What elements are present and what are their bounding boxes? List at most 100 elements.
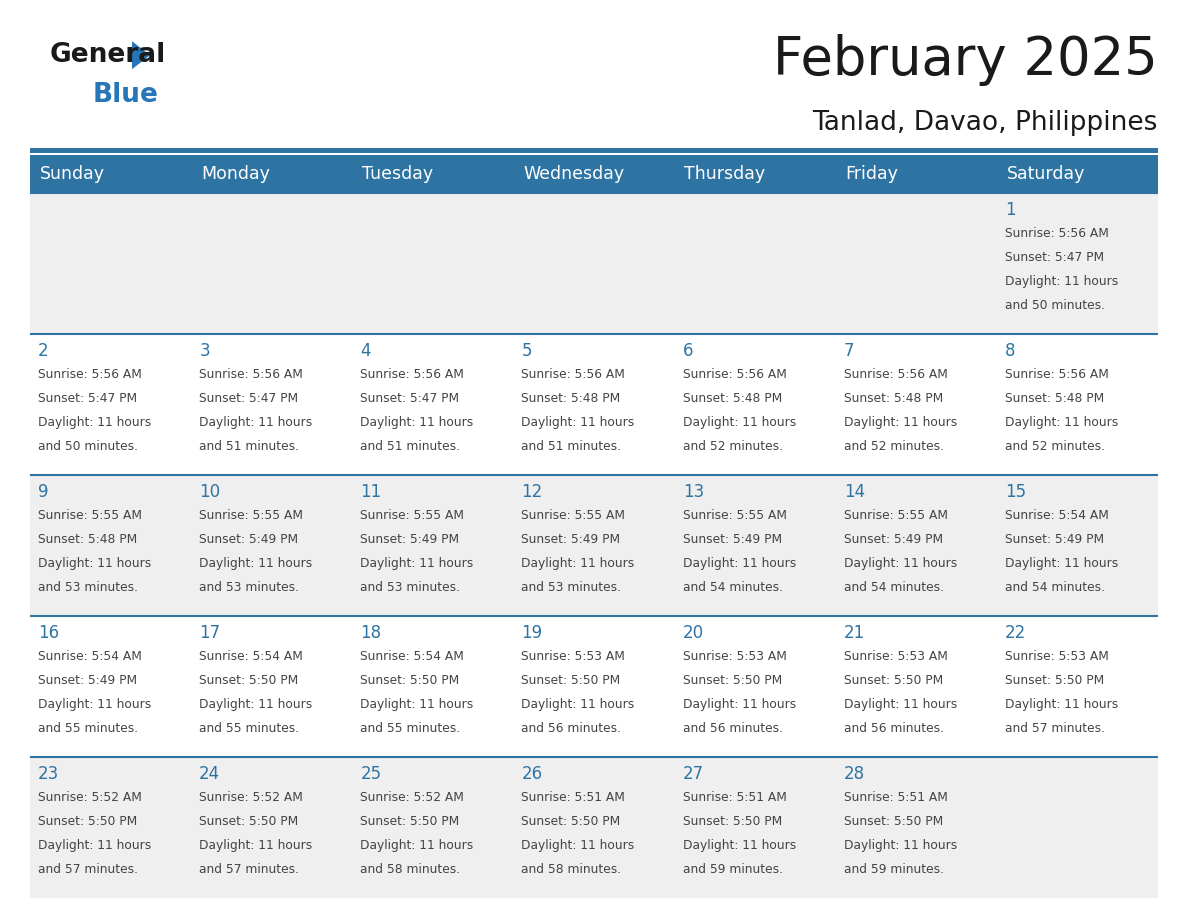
Text: Daylight: 11 hours: Daylight: 11 hours <box>522 698 634 711</box>
Text: Daylight: 11 hours: Daylight: 11 hours <box>843 698 958 711</box>
Text: and 53 minutes.: and 53 minutes. <box>522 581 621 594</box>
Text: Sunrise: 5:53 AM: Sunrise: 5:53 AM <box>843 650 948 663</box>
Text: Sunrise: 5:55 AM: Sunrise: 5:55 AM <box>522 509 626 521</box>
Text: Daylight: 11 hours: Daylight: 11 hours <box>522 557 634 570</box>
Text: Sunrise: 5:53 AM: Sunrise: 5:53 AM <box>522 650 625 663</box>
Text: Sunset: 5:50 PM: Sunset: 5:50 PM <box>683 674 782 687</box>
Text: Daylight: 11 hours: Daylight: 11 hours <box>683 416 796 429</box>
Text: 7: 7 <box>843 342 854 361</box>
Text: Sunset: 5:50 PM: Sunset: 5:50 PM <box>522 674 621 687</box>
Text: Sunset: 5:48 PM: Sunset: 5:48 PM <box>683 392 782 405</box>
Text: Daylight: 11 hours: Daylight: 11 hours <box>1005 416 1118 429</box>
Text: Sunset: 5:48 PM: Sunset: 5:48 PM <box>38 532 138 546</box>
Text: 16: 16 <box>38 624 59 643</box>
Text: 9: 9 <box>38 484 49 501</box>
Text: Sunset: 5:49 PM: Sunset: 5:49 PM <box>200 532 298 546</box>
Text: Sunrise: 5:56 AM: Sunrise: 5:56 AM <box>843 368 948 381</box>
Text: and 59 minutes.: and 59 minutes. <box>843 863 943 876</box>
Text: and 53 minutes.: and 53 minutes. <box>360 581 460 594</box>
Text: Sunset: 5:47 PM: Sunset: 5:47 PM <box>38 392 137 405</box>
Text: Sunrise: 5:56 AM: Sunrise: 5:56 AM <box>1005 368 1108 381</box>
Text: Sunrise: 5:56 AM: Sunrise: 5:56 AM <box>200 368 303 381</box>
Text: and 53 minutes.: and 53 minutes. <box>200 581 299 594</box>
Text: Sunrise: 5:56 AM: Sunrise: 5:56 AM <box>38 368 141 381</box>
Text: 17: 17 <box>200 624 220 643</box>
Text: 28: 28 <box>843 766 865 783</box>
Text: General: General <box>50 42 166 68</box>
Text: Sunset: 5:49 PM: Sunset: 5:49 PM <box>360 532 460 546</box>
Text: and 56 minutes.: and 56 minutes. <box>843 722 943 734</box>
Text: Sunrise: 5:55 AM: Sunrise: 5:55 AM <box>843 509 948 521</box>
Text: Sunset: 5:48 PM: Sunset: 5:48 PM <box>1005 392 1104 405</box>
Text: and 58 minutes.: and 58 minutes. <box>360 863 461 876</box>
Text: 12: 12 <box>522 484 543 501</box>
Text: Sunset: 5:49 PM: Sunset: 5:49 PM <box>522 532 620 546</box>
Text: Sunrise: 5:56 AM: Sunrise: 5:56 AM <box>683 368 786 381</box>
Text: Sunrise: 5:52 AM: Sunrise: 5:52 AM <box>200 790 303 804</box>
Polygon shape <box>132 41 150 69</box>
Text: Sunset: 5:47 PM: Sunset: 5:47 PM <box>360 392 460 405</box>
Text: Daylight: 11 hours: Daylight: 11 hours <box>38 416 151 429</box>
Text: and 57 minutes.: and 57 minutes. <box>1005 722 1105 734</box>
Text: Thursday: Thursday <box>684 165 765 183</box>
Text: and 52 minutes.: and 52 minutes. <box>843 440 943 453</box>
Text: Friday: Friday <box>846 165 898 183</box>
Text: and 51 minutes.: and 51 minutes. <box>200 440 299 453</box>
Text: 14: 14 <box>843 484 865 501</box>
Text: and 58 minutes.: and 58 minutes. <box>522 863 621 876</box>
Text: and 54 minutes.: and 54 minutes. <box>683 581 783 594</box>
Text: Daylight: 11 hours: Daylight: 11 hours <box>360 416 474 429</box>
Text: Sunset: 5:50 PM: Sunset: 5:50 PM <box>360 674 460 687</box>
Text: and 52 minutes.: and 52 minutes. <box>1005 440 1105 453</box>
Text: Saturday: Saturday <box>1006 165 1085 183</box>
Text: Daylight: 11 hours: Daylight: 11 hours <box>522 839 634 852</box>
Text: Daylight: 11 hours: Daylight: 11 hours <box>683 557 796 570</box>
Text: and 55 minutes.: and 55 minutes. <box>360 722 461 734</box>
Text: Sunset: 5:50 PM: Sunset: 5:50 PM <box>200 674 298 687</box>
Text: Daylight: 11 hours: Daylight: 11 hours <box>522 416 634 429</box>
Text: and 54 minutes.: and 54 minutes. <box>843 581 943 594</box>
Text: Sunrise: 5:55 AM: Sunrise: 5:55 AM <box>683 509 786 521</box>
Text: Sunrise: 5:53 AM: Sunrise: 5:53 AM <box>1005 650 1108 663</box>
Text: Monday: Monday <box>201 165 270 183</box>
Text: Daylight: 11 hours: Daylight: 11 hours <box>843 416 958 429</box>
Text: and 55 minutes.: and 55 minutes. <box>38 722 138 734</box>
Text: Daylight: 11 hours: Daylight: 11 hours <box>38 839 151 852</box>
Text: and 51 minutes.: and 51 minutes. <box>522 440 621 453</box>
Text: Tanlad, Davao, Philippines: Tanlad, Davao, Philippines <box>813 109 1158 136</box>
Text: 20: 20 <box>683 624 703 643</box>
Text: 15: 15 <box>1005 484 1026 501</box>
Text: Sunrise: 5:54 AM: Sunrise: 5:54 AM <box>38 650 141 663</box>
Text: Sunrise: 5:51 AM: Sunrise: 5:51 AM <box>522 790 625 804</box>
Text: 25: 25 <box>360 766 381 783</box>
Text: Sunset: 5:50 PM: Sunset: 5:50 PM <box>843 674 943 687</box>
Text: and 56 minutes.: and 56 minutes. <box>522 722 621 734</box>
Text: Sunset: 5:48 PM: Sunset: 5:48 PM <box>522 392 621 405</box>
Text: Sunrise: 5:55 AM: Sunrise: 5:55 AM <box>38 509 143 521</box>
Text: 8: 8 <box>1005 342 1016 361</box>
Text: 2: 2 <box>38 342 49 361</box>
Text: 21: 21 <box>843 624 865 643</box>
Text: 27: 27 <box>683 766 703 783</box>
Text: Daylight: 11 hours: Daylight: 11 hours <box>360 557 474 570</box>
Text: and 56 minutes.: and 56 minutes. <box>683 722 783 734</box>
Text: 6: 6 <box>683 342 693 361</box>
Text: Daylight: 11 hours: Daylight: 11 hours <box>200 416 312 429</box>
Text: Sunset: 5:50 PM: Sunset: 5:50 PM <box>38 815 138 828</box>
Text: 22: 22 <box>1005 624 1026 643</box>
Text: Daylight: 11 hours: Daylight: 11 hours <box>683 839 796 852</box>
Text: Sunrise: 5:52 AM: Sunrise: 5:52 AM <box>360 790 465 804</box>
Text: Wednesday: Wednesday <box>523 165 624 183</box>
Text: and 55 minutes.: and 55 minutes. <box>200 722 299 734</box>
Text: and 59 minutes.: and 59 minutes. <box>683 863 783 876</box>
Text: and 50 minutes.: and 50 minutes. <box>38 440 138 453</box>
Text: 26: 26 <box>522 766 543 783</box>
Text: and 57 minutes.: and 57 minutes. <box>38 863 138 876</box>
Text: 23: 23 <box>38 766 59 783</box>
Text: 13: 13 <box>683 484 703 501</box>
Text: Sunrise: 5:51 AM: Sunrise: 5:51 AM <box>843 790 948 804</box>
Text: Daylight: 11 hours: Daylight: 11 hours <box>200 698 312 711</box>
Text: 1: 1 <box>1005 201 1016 219</box>
Text: Daylight: 11 hours: Daylight: 11 hours <box>683 698 796 711</box>
Text: and 52 minutes.: and 52 minutes. <box>683 440 783 453</box>
